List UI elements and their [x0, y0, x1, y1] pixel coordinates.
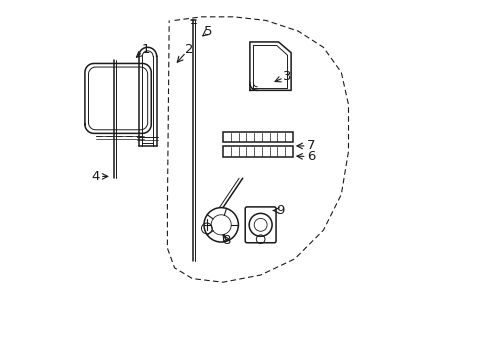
- Text: 9: 9: [276, 204, 284, 217]
- Text: 2: 2: [184, 42, 193, 55]
- Text: 4: 4: [91, 170, 100, 183]
- Text: 7: 7: [306, 139, 314, 152]
- Text: 6: 6: [306, 150, 314, 163]
- Text: 3: 3: [283, 69, 291, 82]
- Text: 5: 5: [204, 25, 212, 38]
- Text: 1: 1: [142, 42, 150, 55]
- Text: 8: 8: [222, 234, 230, 247]
- Bar: [223, 146, 292, 157]
- Bar: [223, 132, 292, 142]
